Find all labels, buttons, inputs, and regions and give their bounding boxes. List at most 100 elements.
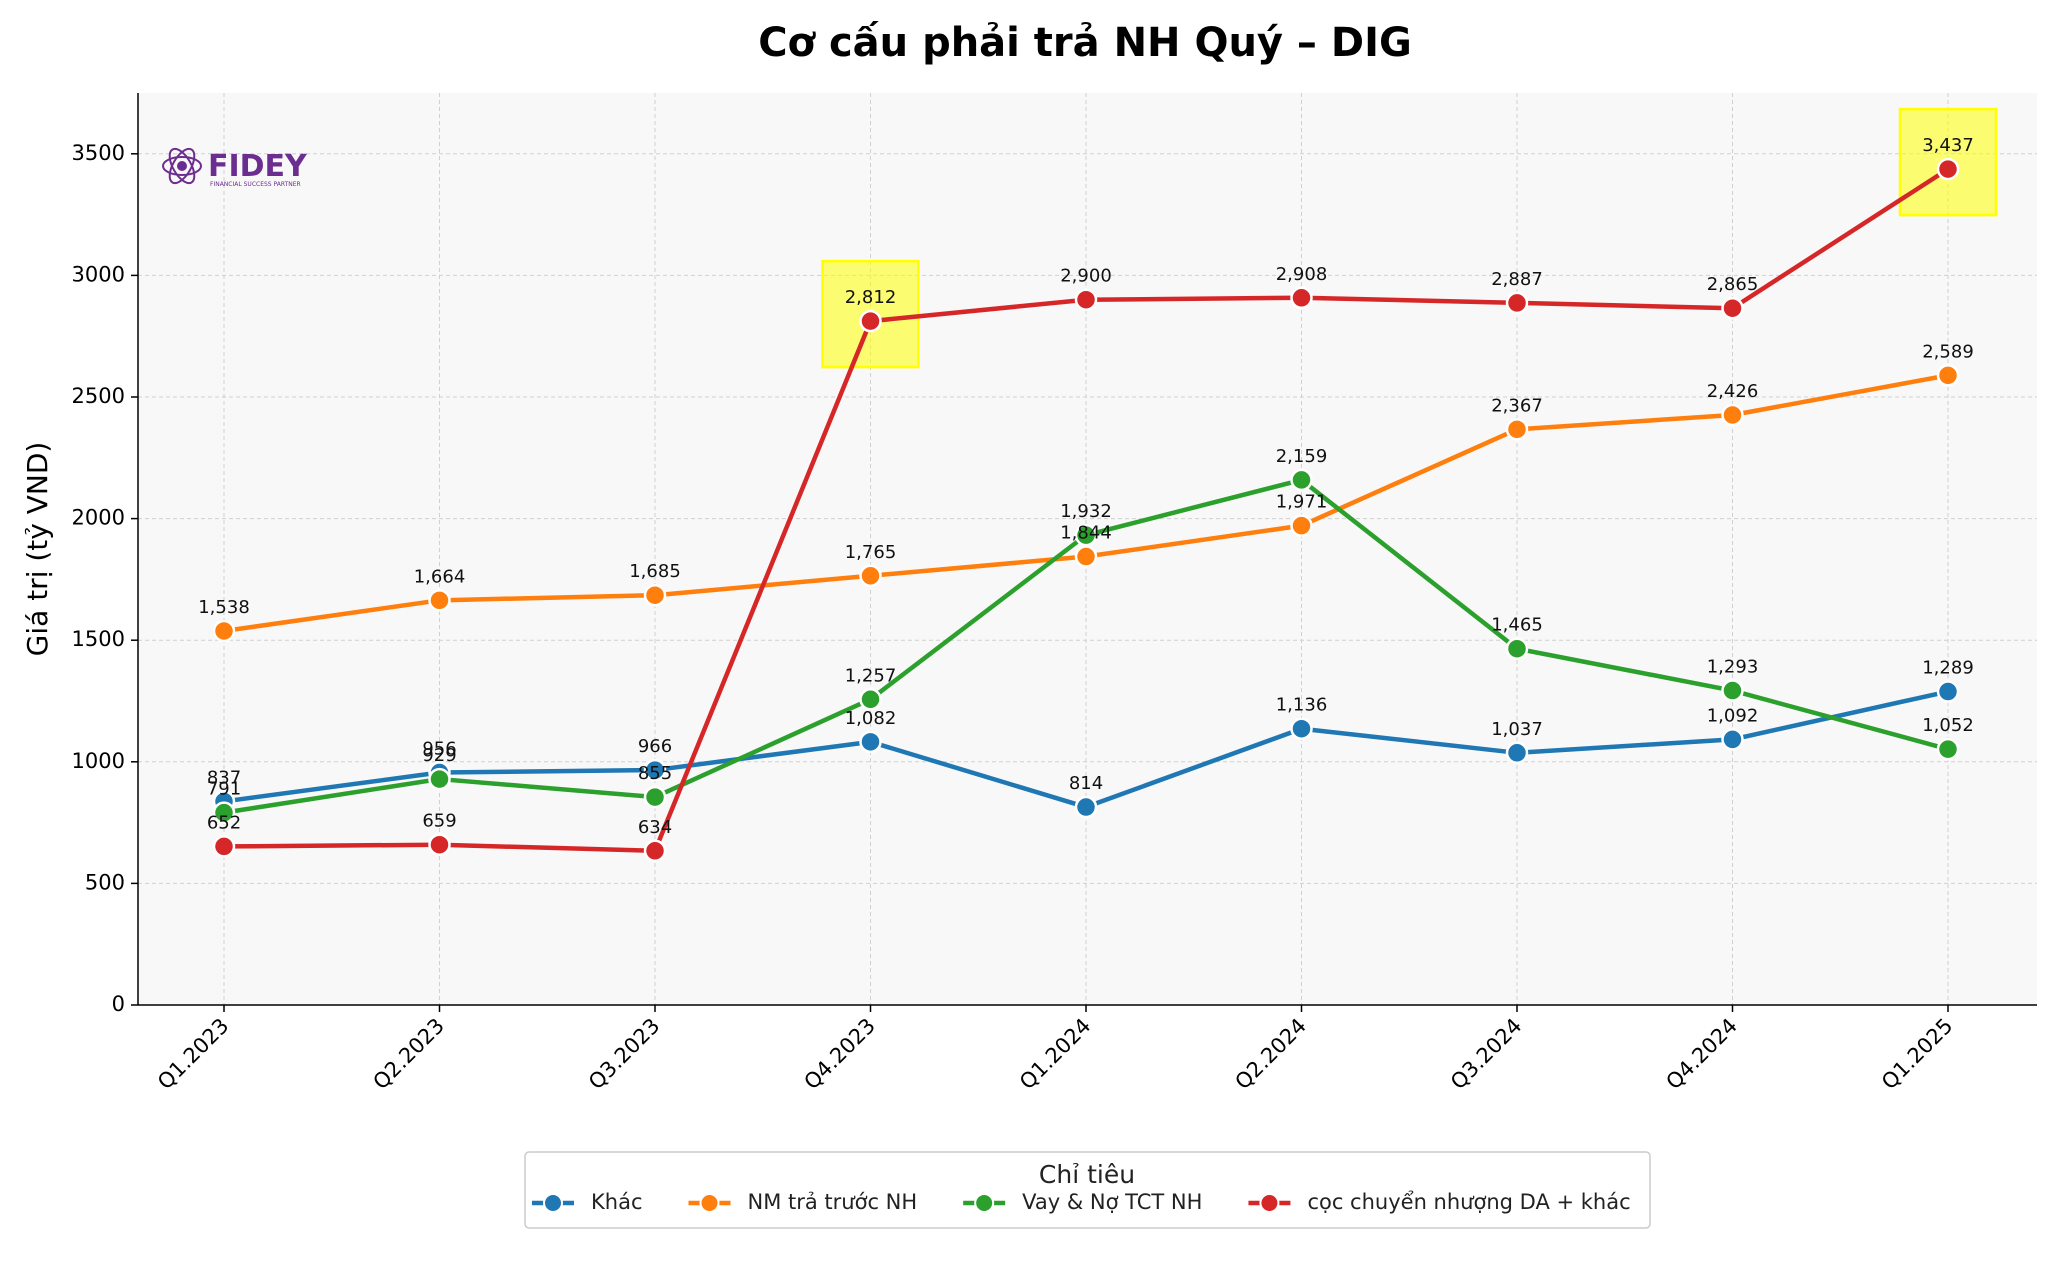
data-point: [428, 833, 451, 856]
data-label: 2,865: [1707, 274, 1759, 295]
data-point: [859, 730, 882, 754]
data-point: [1721, 728, 1744, 751]
data-label: 1,765: [845, 542, 897, 563]
legend-swatch-marker: [974, 1193, 995, 1213]
data-point: [859, 564, 882, 588]
legend-items: Khác NM trả trước NH Vay & Nợ TCT NH cọc ch…: [532, 1190, 1631, 1214]
data-label: 1,052: [1922, 715, 1974, 736]
data-label: 1,293: [1707, 657, 1759, 678]
data-label: 2,900: [1060, 266, 1112, 287]
y-tick-label: 0: [112, 992, 125, 1016]
y-axis-label: Giá trị (tỷ VND): [21, 442, 54, 657]
x-tick-label: Q1.2023: [153, 1014, 234, 1095]
data-label: 2,159: [1276, 446, 1328, 467]
data-label: 814: [1069, 773, 1103, 794]
data-point: [1505, 418, 1529, 441]
data-point: [1290, 286, 1313, 310]
data-point: [1721, 679, 1744, 702]
data-point: [1290, 468, 1313, 492]
data-label: 1,092: [1707, 705, 1759, 726]
y-tick-label: 1000: [72, 749, 125, 773]
data-label: 1,257: [845, 665, 897, 686]
data-label: 2,367: [1491, 395, 1543, 416]
data-label: 1,082: [845, 708, 897, 729]
data-label: 1,664: [414, 566, 466, 587]
x-tick-label: Q3.2023: [584, 1014, 665, 1095]
x-tick-label: Q4.2023: [799, 1014, 880, 1095]
data-label: 1,971: [1276, 492, 1328, 513]
series-points: [212, 157, 1960, 863]
x-tick-label: Q2.2023: [368, 1014, 449, 1095]
y-tick-label: 3500: [72, 141, 125, 165]
data-label: 2,426: [1707, 381, 1759, 402]
legend-swatch-marker: [699, 1193, 720, 1213]
data-point: [1074, 288, 1098, 311]
data-point: [1074, 545, 1098, 568]
x-ticks: Q1.2023 Q2.2023 Q3.2023 Q4.2023 Q1.2024 Q2.20…: [153, 1005, 1958, 1094]
data-point: [1936, 364, 1960, 387]
data-labels: 837 956 966 1,082 814 1,136 1,037 1,092 1,289 1,5…: [198, 135, 1974, 838]
data-point: [1936, 737, 1960, 761]
y-tick-label: 3000: [72, 262, 125, 286]
data-point: [1290, 717, 1313, 740]
data-label: 3,437: [1922, 135, 1974, 156]
data-point: [1721, 296, 1744, 320]
chart-title: Cơ cấu phải trả NH Quý – DIG: [758, 20, 1412, 66]
data-label: 1,037: [1491, 719, 1543, 740]
data-point: [643, 839, 667, 863]
x-tick-label: Q4.2024: [1661, 1014, 1742, 1095]
legend-label: Vay & Nợ TCT NH: [1022, 1190, 1202, 1214]
legend: Chỉ tiêu Khác NM trả trước NH Vay & Nợ TCT…: [524, 1151, 1651, 1229]
legend-item-2: Vay & Nợ TCT NH: [963, 1190, 1202, 1214]
axes: [137, 93, 2037, 1006]
logo-mark-icon: [162, 147, 202, 185]
data-label: 1,136: [1276, 695, 1328, 716]
data-label: 2,812: [845, 287, 897, 308]
data-point: [1290, 514, 1313, 537]
data-point: [1505, 637, 1529, 660]
legend-swatch-marker: [543, 1193, 563, 1213]
data-label: 634: [638, 817, 672, 838]
data-point: [1074, 795, 1098, 819]
legend-label: Khác: [591, 1190, 643, 1214]
data-point: [1074, 523, 1098, 547]
data-label: 652: [207, 812, 241, 833]
data-label: 966: [638, 736, 672, 757]
legend-item-0: Khác: [532, 1190, 643, 1214]
logo: FIDEY FINANCIAL SUCCESS PARTNER: [162, 147, 308, 188]
y-tick-label: 1500: [72, 627, 125, 651]
data-label: 1,844: [1060, 523, 1112, 544]
logo-text: FIDEY: [208, 149, 308, 184]
data-label: 855: [638, 763, 672, 784]
legend-swatch-marker: [1259, 1193, 1280, 1213]
data-label: 837: [207, 767, 241, 788]
data-label: 659: [422, 811, 456, 832]
data-label: 791: [207, 779, 241, 800]
data-point: [212, 835, 236, 858]
x-tick-label: Q3.2024: [1446, 1014, 1527, 1095]
data-label: 1,685: [629, 561, 681, 582]
logo-tagline: FINANCIAL SUCCESS PARTNER: [210, 181, 301, 188]
x-tick-label: Q1.2024: [1015, 1014, 1096, 1095]
data-point: [859, 688, 882, 711]
data-point: [212, 619, 236, 643]
data-label: 929: [422, 745, 456, 766]
data-point: [1936, 680, 1960, 703]
data-point: [1505, 291, 1529, 315]
data-point: [643, 583, 667, 607]
data-label: 2,589: [1922, 341, 1974, 362]
data-point: [643, 785, 667, 809]
data-label: 2,908: [1276, 264, 1328, 285]
legend-item-1: NM trả trước NH: [688, 1190, 917, 1214]
data-label: 1,465: [1491, 615, 1543, 636]
y-tick-label: 2500: [72, 384, 125, 408]
legend-title: Chỉ tiêu: [1039, 1160, 1135, 1189]
data-point: [212, 801, 236, 824]
legend-label: cọc chuyển nhượng DA + khác: [1307, 1190, 1630, 1214]
x-tick-label: Q1.2025: [1877, 1014, 1958, 1095]
data-point: [428, 767, 451, 791]
data-point: [1505, 741, 1529, 765]
data-label: 1,932: [1060, 501, 1112, 522]
data-label: 1,538: [198, 597, 250, 618]
